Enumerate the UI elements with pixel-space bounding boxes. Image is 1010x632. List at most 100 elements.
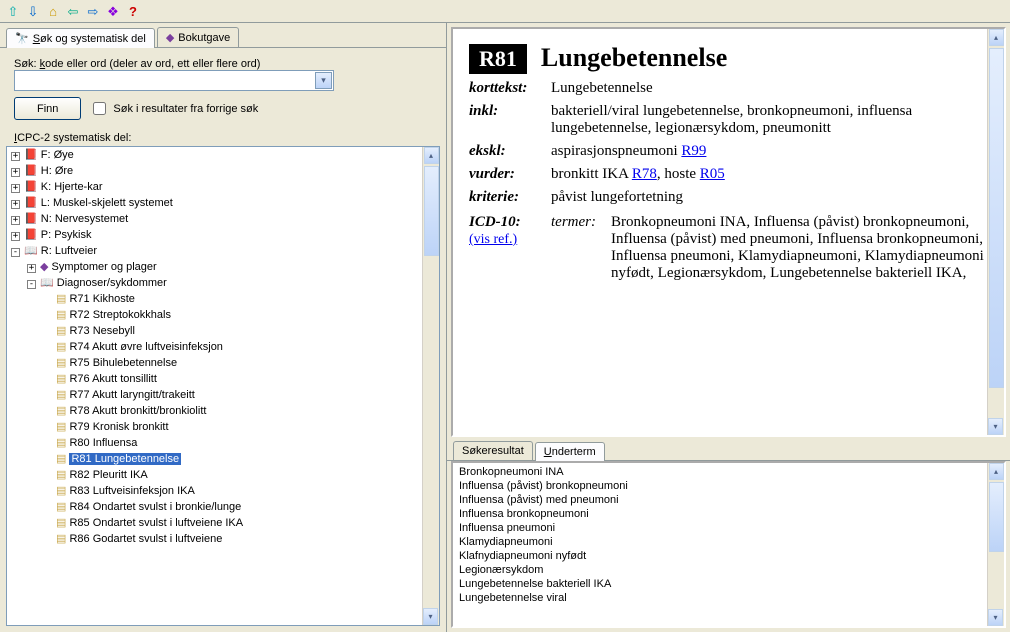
tree-item[interactable]: ▤ R76 Akutt tonsillitt xyxy=(43,371,439,387)
expander-icon[interactable]: + xyxy=(11,232,20,241)
tree-item[interactable]: ▤ R73 Nesebyll xyxy=(43,323,439,339)
scroll-up-icon[interactable]: ▴ xyxy=(424,147,439,164)
scroll-up-icon[interactable]: ▴ xyxy=(989,29,1004,46)
tree-item[interactable]: ▤ R71 Kikhoste xyxy=(43,291,439,307)
link-r78[interactable]: R78 xyxy=(632,166,657,182)
underterm-list[interactable]: Bronkopneumoni INAInfluensa (påvist) bro… xyxy=(451,461,1006,628)
tree-node[interactable]: +📕 F: Øye xyxy=(11,147,439,163)
inkl-label: inkl: xyxy=(469,103,551,137)
book-icon: 📕 xyxy=(24,229,38,241)
link-r05[interactable]: R05 xyxy=(700,166,725,182)
list-item[interactable]: Lungebetennelse bakteriell IKA xyxy=(459,577,998,591)
help-icon[interactable]: ? xyxy=(126,4,140,18)
scroll-thumb[interactable] xyxy=(989,482,1004,552)
tree-node[interactable]: +📕 N: Nervesystemet xyxy=(11,211,439,227)
down-arrow-icon[interactable]: ⇩ xyxy=(26,4,40,18)
scroll-down-icon[interactable]: ▾ xyxy=(423,608,438,625)
scroll-down-icon[interactable]: ▾ xyxy=(988,418,1003,435)
tree-item-label: R83 Luftveisinfeksjon IKA xyxy=(69,485,194,497)
expander-icon[interactable]: - xyxy=(27,280,36,289)
tree-item[interactable]: ▤ R81 Lungebetennelse xyxy=(43,451,439,467)
tree-item[interactable]: ▤ R84 Ondartet svulst i bronkie/lunge xyxy=(43,499,439,515)
tree-item[interactable]: ▤ R72 Streptokokkhals xyxy=(43,307,439,323)
list-item[interactable]: Influensa bronkopneumoni xyxy=(459,507,998,521)
expander-icon[interactable]: + xyxy=(11,216,20,225)
tab-sokeresultat[interactable]: Søkeresultat xyxy=(453,441,533,460)
scroll-thumb[interactable] xyxy=(989,48,1004,388)
tree-node-label: Diagnoser/sykdommer xyxy=(57,277,167,289)
list-item[interactable]: Klamydiapneumoni xyxy=(459,535,998,549)
page-icon: ▤ xyxy=(56,293,66,305)
expander-icon[interactable]: - xyxy=(11,248,20,257)
search-in-results-checkbox[interactable]: Søk i resultater fra forrige søk xyxy=(89,99,258,118)
tab-book-label: Bokutgave xyxy=(178,32,230,44)
tab-underterm-label: Underterm xyxy=(544,446,596,458)
book-icon: 📕 xyxy=(24,165,38,177)
find-button[interactable]: Finn xyxy=(14,97,81,120)
scroll-down-icon[interactable]: ▾ xyxy=(988,609,1003,626)
checkbox-input[interactable] xyxy=(93,102,106,115)
home-icon[interactable]: ⌂ xyxy=(46,4,60,18)
list-item[interactable]: Klafnydiapneumoni nyfødt xyxy=(459,549,998,563)
tree-item-label: R74 Akutt øvre luftveisinfeksjon xyxy=(69,341,222,353)
book-open-icon: 📖 xyxy=(24,245,38,257)
tree-item[interactable]: ▤ R75 Bihulebetennelse xyxy=(43,355,439,371)
tree-item-label: R79 Kronisk bronkitt xyxy=(69,421,168,433)
up-arrow-icon[interactable]: ⇧ xyxy=(6,4,20,18)
tree-item[interactable]: ▤ R78 Akutt bronkitt/bronkiolitt xyxy=(43,403,439,419)
tree-node[interactable]: +📕 P: Psykisk xyxy=(11,227,439,243)
back-icon[interactable]: ⇦ xyxy=(66,4,80,18)
tree-node[interactable]: +📕 K: Hjerte-kar xyxy=(11,179,439,195)
detail-scrollbar[interactable]: ▴ ▾ xyxy=(987,29,1004,435)
tree-item-label: R85 Ondartet svulst i luftveiene IKA xyxy=(69,517,243,529)
tree-scrollbar[interactable]: ▴ ▾ xyxy=(422,147,439,625)
tree-item[interactable]: ▤ R83 Luftveisinfeksjon IKA xyxy=(43,483,439,499)
dropdown-icon[interactable]: ▾ xyxy=(315,72,332,89)
scroll-up-icon[interactable]: ▴ xyxy=(989,463,1004,480)
expander-icon[interactable]: + xyxy=(11,184,20,193)
tab-search[interactable]: 🔭 Søk og systematisk del xyxy=(6,28,155,48)
list-item[interactable]: Bronkopneumoni INA xyxy=(459,465,998,479)
tree-node[interactable]: +📕 H: Øre xyxy=(11,163,439,179)
tree-item[interactable]: ▤ R77 Akutt laryngitt/trakeitt xyxy=(43,387,439,403)
list-item[interactable]: Lungebetennelse viral xyxy=(459,591,998,605)
book-icon: 📕 xyxy=(24,181,38,193)
list-item[interactable]: Influensa pneumoni xyxy=(459,521,998,535)
book-nav-icon[interactable]: ❖ xyxy=(106,4,120,18)
korttekst-label: korttekst: xyxy=(469,80,551,97)
link-r99[interactable]: R99 xyxy=(681,143,706,159)
list-item[interactable]: Influensa (påvist) med pneumoni xyxy=(459,493,998,507)
tree-item[interactable]: ▤ R80 Influensa xyxy=(43,435,439,451)
icd-sublabel: termer: xyxy=(551,214,611,282)
tree-item[interactable]: ▤ R79 Kronisk bronkitt xyxy=(43,419,439,435)
tab-underterm[interactable]: Underterm xyxy=(535,442,605,461)
link-vis-ref[interactable]: (vis ref.) xyxy=(469,232,517,247)
tree-item[interactable]: ▤ R82 Pleuritt IKA xyxy=(43,467,439,483)
list-item[interactable]: Influensa (påvist) bronkopneumoni xyxy=(459,479,998,493)
tree-node[interactable]: +📕 L: Muskel-skjelett systemet xyxy=(11,195,439,211)
list-item[interactable]: Legionærsykdom xyxy=(459,563,998,577)
tree-item-label: R84 Ondartet svulst i bronkie/lunge xyxy=(69,501,241,513)
main: 🔭 Søk og systematisk del ◆ Bokutgave Søk… xyxy=(0,22,1010,632)
tree-node-open[interactable]: -📖 Diagnoser/sykdommer▤ R71 Kikhoste▤ R7… xyxy=(27,275,439,547)
tree-node-open[interactable]: -📖 R: Luftveier+◆ Symptomer og plager-📖 … xyxy=(11,243,439,547)
tab-book[interactable]: ◆ Bokutgave xyxy=(157,27,239,47)
underterm-scrollbar[interactable]: ▴ ▾ xyxy=(987,463,1004,626)
lower-tabs: Søkeresultat Underterm xyxy=(447,439,1010,461)
forward-icon[interactable]: ⇨ xyxy=(86,4,100,18)
expander-icon[interactable]: + xyxy=(11,152,20,161)
tree[interactable]: +📕 F: Øye+📕 H: Øre+📕 K: Hjerte-kar+📕 L: … xyxy=(6,146,440,626)
tree-item[interactable]: ▤ R86 Godartet svulst i luftveiene xyxy=(43,531,439,547)
scroll-thumb[interactable] xyxy=(424,166,439,256)
tree-node-label: N: Nervesystemet xyxy=(41,213,128,225)
page-icon: ▤ xyxy=(56,533,66,545)
expander-icon[interactable]: + xyxy=(11,200,20,209)
tree-item[interactable]: ▤ R74 Akutt øvre luftveisinfeksjon xyxy=(43,339,439,355)
right-panel: R81 Lungebetennelse korttekst: Lungebete… xyxy=(447,23,1010,632)
page-icon: ▤ xyxy=(56,421,66,433)
tree-node[interactable]: +◆ Symptomer og plager xyxy=(27,259,439,275)
search-input[interactable]: ▾ xyxy=(14,70,334,91)
expander-icon[interactable]: + xyxy=(27,264,36,273)
expander-icon[interactable]: + xyxy=(11,168,20,177)
tree-item[interactable]: ▤ R85 Ondartet svulst i luftveiene IKA xyxy=(43,515,439,531)
